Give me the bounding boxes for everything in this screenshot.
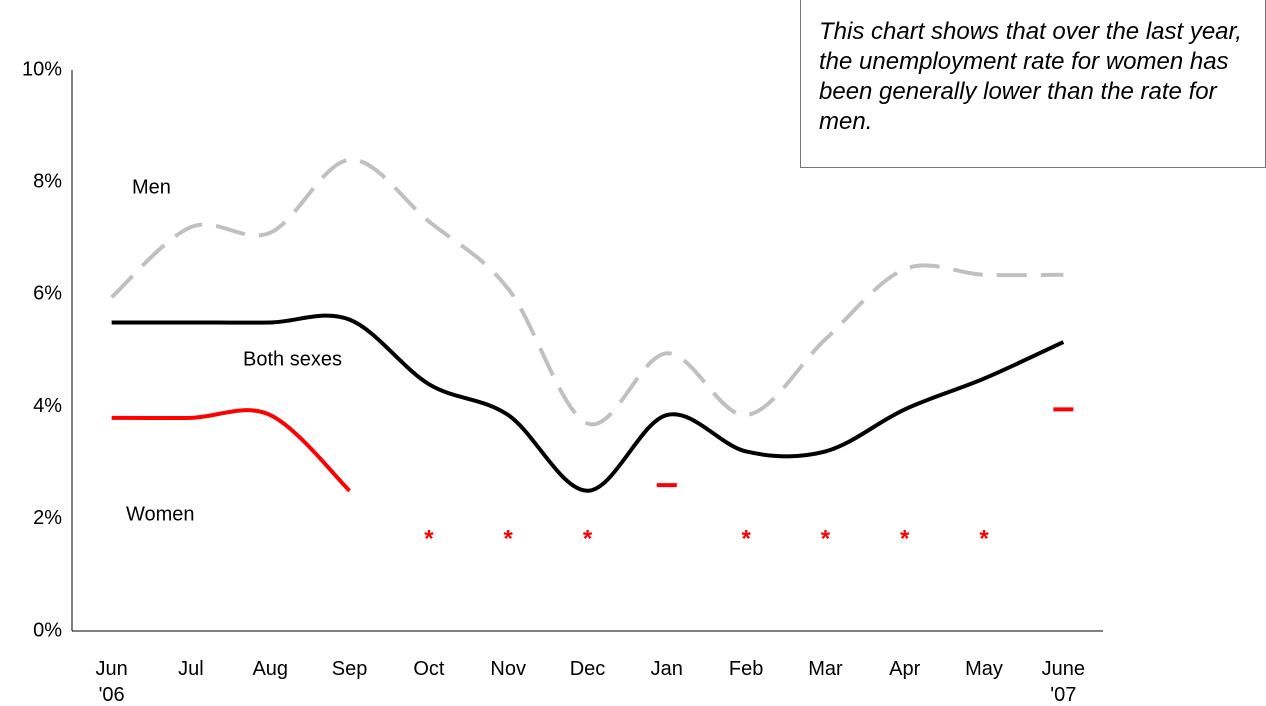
series-line — [111, 313, 1065, 493]
x-tick-label: Jul — [178, 658, 204, 680]
x-tick-label: May — [965, 658, 1003, 680]
missing-marker: * — [821, 525, 831, 552]
y-tick-label: 6% — [33, 283, 62, 305]
y-tick-label: 4% — [33, 395, 62, 417]
x-tick-label: Sep — [331, 658, 368, 680]
y-tick-label: 10% — [22, 58, 62, 80]
missing-marker: * — [979, 525, 989, 552]
x-tick-label: June '07 — [1041, 658, 1086, 706]
x-tick-label: Apr — [889, 658, 921, 680]
missing-marker: * — [504, 525, 514, 552]
x-tick-label: Aug — [252, 658, 289, 680]
series-label: Men — [132, 176, 171, 198]
missing-marker: * — [583, 525, 593, 552]
annotation: This chart shows that over the last year… — [800, 0, 1266, 168]
x-tick-label: Feb — [728, 658, 764, 680]
y-tick-label: 0% — [33, 619, 62, 641]
x-tick-label: Mar — [808, 658, 843, 680]
y-tick-label: 2% — [33, 507, 62, 529]
missing-marker: * — [424, 525, 434, 552]
x-tick-label: Oct — [413, 658, 445, 680]
y-tick-label: 8% — [33, 170, 62, 192]
series-label: Both sexes — [243, 348, 342, 370]
series-line — [111, 408, 351, 493]
series-line — [110, 157, 1064, 427]
x-tick-label: Dec — [569, 658, 606, 680]
missing-marker: * — [900, 525, 910, 552]
missing-marker: * — [741, 525, 751, 552]
x-tick-label: Jun '06 — [95, 658, 128, 706]
x-tick-label: Jan — [650, 658, 683, 680]
x-tick-label: Nov — [490, 658, 526, 680]
series-label: Women — [126, 503, 195, 525]
